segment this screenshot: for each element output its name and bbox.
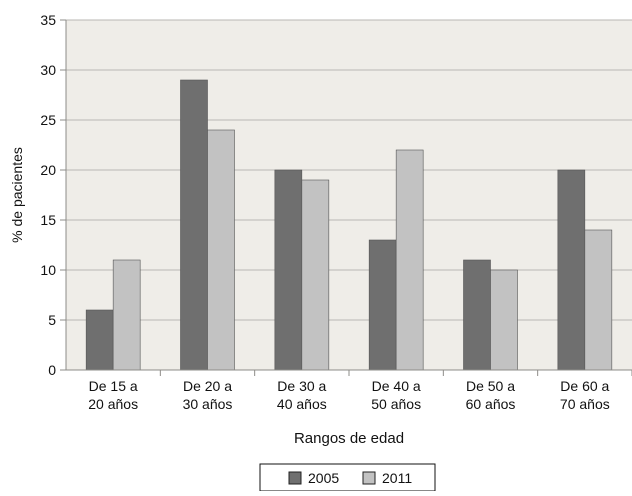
bar-2011-0 <box>113 260 140 370</box>
bar-2011-2 <box>302 180 329 370</box>
x-axis-title: Rangos de edad <box>294 430 404 447</box>
x-tick-label: 60 años <box>466 396 516 412</box>
bar-2005-0 <box>86 310 113 370</box>
legend-swatch-2005 <box>289 472 301 484</box>
y-tick-label: 25 <box>40 112 56 128</box>
bar-2005-3 <box>369 240 396 370</box>
y-tick-label: 0 <box>48 362 56 378</box>
x-tick-label: De 60 a <box>560 378 609 394</box>
bar-2011-3 <box>396 150 423 370</box>
x-tick-label: 50 años <box>371 396 421 412</box>
y-axis-title: % de pacientes <box>9 147 25 243</box>
legend-label-2011: 2011 <box>382 470 412 486</box>
bar-2005-2 <box>275 170 302 370</box>
x-tick-label: De 50 a <box>466 378 515 394</box>
bar-2005-4 <box>464 260 491 370</box>
y-tick-label: 15 <box>40 212 56 228</box>
y-tick-label: 10 <box>40 262 56 278</box>
x-tick-label: 40 años <box>277 396 327 412</box>
x-tick-label: De 15 a <box>89 378 138 394</box>
bar-2011-5 <box>585 230 612 370</box>
legend-swatch-2011 <box>363 472 375 484</box>
bar-2011-4 <box>491 270 518 370</box>
plot-area-background <box>66 20 632 370</box>
bar-2005-5 <box>558 170 585 370</box>
y-tick-label: 5 <box>48 312 56 328</box>
x-tick-label: 30 años <box>183 396 233 412</box>
y-tick-label: 20 <box>40 162 56 178</box>
x-tick-label: De 20 a <box>183 378 232 394</box>
legend: 2005 2011 <box>260 464 435 491</box>
bar-2011-1 <box>208 130 235 370</box>
legend-label-2005: 2005 <box>308 470 339 486</box>
x-tick-label: 70 años <box>560 396 610 412</box>
x-tick-label: De 30 a <box>277 378 326 394</box>
y-tick-label: 30 <box>40 62 56 78</box>
bar-2005-1 <box>181 80 208 370</box>
x-tick-label: De 40 a <box>372 378 421 394</box>
x-tick-label: 20 años <box>88 396 138 412</box>
y-tick-label: 35 <box>40 12 56 28</box>
